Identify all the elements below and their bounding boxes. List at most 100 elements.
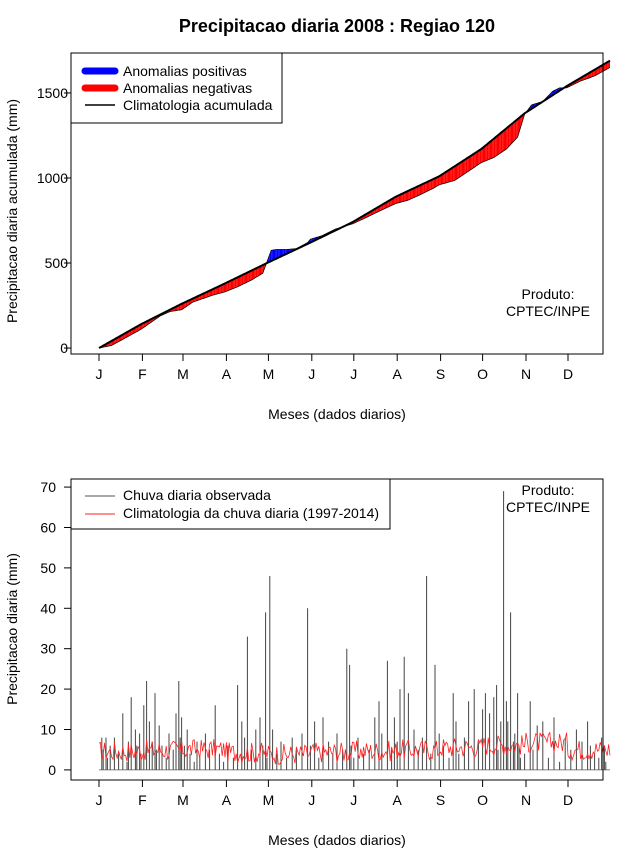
x-tick-label: J <box>308 366 315 382</box>
anomaly-negative-segment <box>215 287 217 295</box>
x-tick-label: M <box>177 792 189 808</box>
anomaly-negative-segment <box>604 63 606 71</box>
anomaly-negative-segment <box>456 164 458 180</box>
anomaly-negative-segment <box>223 283 225 293</box>
anomaly-negative-segment <box>485 144 487 161</box>
anomaly-negative-segment <box>412 188 414 199</box>
anomaly-negative-segment <box>489 141 491 160</box>
anomaly-negative-segment <box>216 286 218 295</box>
x-tick-label: M <box>263 792 275 808</box>
anomaly-negative-segment <box>227 281 230 291</box>
anomaly-negative-segment <box>608 60 610 69</box>
anomaly-positive-segment <box>275 249 277 260</box>
anomaly-negative-segment <box>405 191 407 201</box>
anomaly-negative-segment <box>247 271 249 283</box>
anomaly-negative-segment <box>229 280 231 291</box>
y-axis-bottom: 0 10 20 30 40 50 60 70 <box>40 479 72 778</box>
anomaly-negative-segment <box>453 166 455 181</box>
anomaly-negative-segment <box>486 143 489 161</box>
anomaly-negative-segment <box>440 174 442 185</box>
legend-climatology: Climatologia acumulada <box>123 97 273 113</box>
anomaly-negative-segment <box>514 120 517 141</box>
anomaly-negative-segment <box>218 286 220 294</box>
anomaly-negative-segment <box>244 273 246 284</box>
anomaly-negative-segment <box>421 184 423 195</box>
anomaly-negative-segment <box>254 268 256 279</box>
anomaly-negative-segment <box>416 186 419 197</box>
x-axis-label-bottom: Meses (dados diarios) <box>268 832 406 848</box>
x-tick-label: N <box>521 366 531 382</box>
x-tick-label: J <box>96 366 103 382</box>
anomaly-negative-segment <box>212 288 214 296</box>
anomaly-negative-segment <box>439 175 441 185</box>
legend-box-bottom <box>70 478 391 530</box>
anomaly-negative-segment <box>239 275 241 287</box>
anomaly-negative-segment <box>426 181 428 192</box>
y-tick-label: 1000 <box>37 170 68 186</box>
anomaly-negative-segment <box>520 115 522 128</box>
anomaly-positive-segment <box>276 249 279 259</box>
y-axis-label-bottom: Precipitacao diaria (mm) <box>4 553 20 705</box>
anomaly-negative-segment <box>502 130 504 152</box>
anomaly-negative-segment <box>481 147 483 163</box>
anomaly-negative-segment <box>401 193 403 202</box>
anomaly-negative-segment <box>510 123 512 145</box>
y-tick-label: 1500 <box>37 85 68 101</box>
anomaly-negative-segment <box>457 163 459 179</box>
anomaly-negative-segment <box>598 66 601 74</box>
anomaly-negative-segment <box>472 153 475 169</box>
anomaly-negative-segment <box>495 136 497 157</box>
anomaly-negative-segment <box>503 129 505 151</box>
legend-daily-climatology: Climatologia da chuva diaria (1997-2014) <box>123 505 379 521</box>
anomaly-negative-segment <box>491 139 493 159</box>
anomaly-negative-segment <box>222 284 224 293</box>
x-tick-label: J <box>350 366 357 382</box>
anomaly-positive-segment <box>268 254 270 263</box>
x-tick-label: F <box>138 366 147 382</box>
anomaly-negative-segment <box>463 159 465 175</box>
y-tick-label: 40 <box>40 600 56 616</box>
anomaly-negative-segment <box>246 272 248 283</box>
x-tick-label: A <box>222 366 232 382</box>
anomaly-negative-segment <box>241 274 244 285</box>
anomaly-negative-segment <box>398 194 400 203</box>
anomaly-negative-segment <box>460 161 462 177</box>
anomaly-negative-segment <box>605 62 608 70</box>
anomaly-negative-segment <box>240 275 242 286</box>
anomaly-negative-segment <box>432 178 434 189</box>
x-tick-label: M <box>263 366 275 382</box>
anomaly-negative-segment <box>397 195 399 204</box>
anomaly-negative-segment <box>597 67 599 75</box>
y-axis-label-top: Precipitacao diaria acumulada (mm) <box>4 99 20 323</box>
anomaly-negative-segment <box>475 151 477 167</box>
anomaly-negative-segment <box>243 273 245 285</box>
anomaly-positive-segment <box>271 250 273 262</box>
anomaly-negative-segment <box>505 128 507 151</box>
anomaly-negative-segment <box>233 278 235 289</box>
x-tick-label: J <box>96 792 103 808</box>
anomaly-negative-segment <box>422 183 424 194</box>
x-tick-label: J <box>350 792 357 808</box>
anomaly-negative-segment <box>225 282 227 292</box>
anomaly-negative-segment <box>411 188 413 199</box>
anomaly-negative-segment <box>458 162 461 178</box>
y-tick-label: 0 <box>48 762 56 778</box>
anomaly-negative-segment <box>415 186 417 197</box>
anomaly-negative-segment <box>395 196 398 204</box>
anomaly-negative-segment <box>436 176 438 187</box>
anomaly-negative-segment <box>506 127 508 150</box>
anomaly-negative-segment <box>211 289 213 296</box>
x-axis-label-top: Meses (dados diarios) <box>268 406 406 422</box>
y-tick-label: 50 <box>40 560 56 576</box>
x-tick-label: D <box>563 366 573 382</box>
anomaly-negative-segment <box>260 265 262 275</box>
anomaly-positive-segment <box>269 250 272 262</box>
anomaly-negative-segment <box>414 187 416 198</box>
anomaly-negative-segment <box>250 270 252 281</box>
anomaly-negative-segment <box>500 131 503 153</box>
anomaly-negative-segment <box>517 117 519 138</box>
anomaly-negative-segment <box>236 277 238 288</box>
product-source-top: CPTEC/INPE <box>506 303 590 319</box>
daily-panel: 0 10 20 30 40 50 60 70 J F M A M J J A S O N D Meses (dado… <box>4 478 611 848</box>
anomaly-negative-segment <box>488 142 490 160</box>
